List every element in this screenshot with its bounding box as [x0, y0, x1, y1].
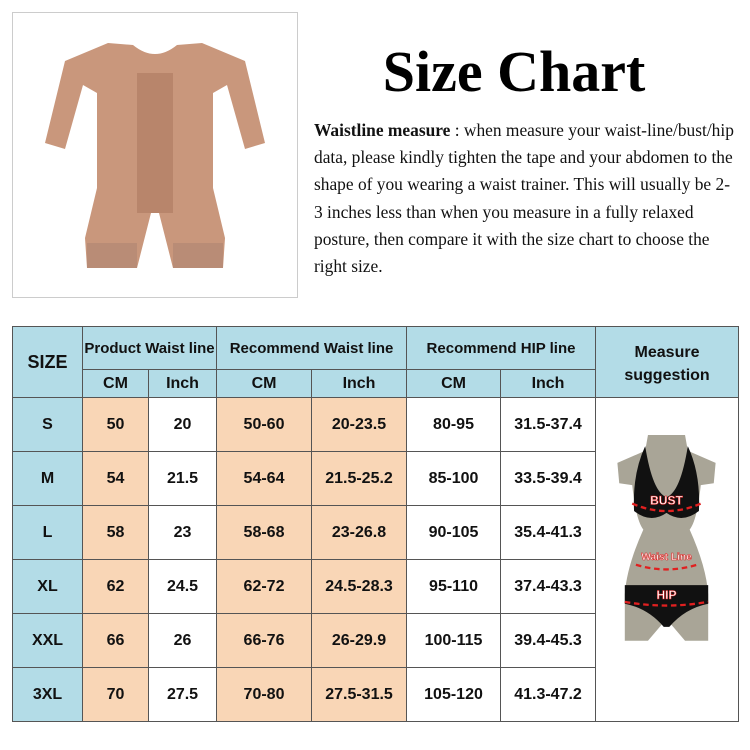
bodysuit-image	[45, 43, 265, 268]
unit-header: Inch	[147, 369, 218, 398]
value-cell: 105-120	[406, 667, 502, 722]
value-cell: 23	[147, 505, 218, 560]
value-cell: 85-100	[406, 451, 502, 506]
value-cell: 70-80	[216, 667, 313, 722]
value-cell: 100-115	[406, 613, 502, 668]
size-cell: S	[12, 397, 83, 452]
description-text: : when measure your waist-line/bust/hip …	[314, 120, 734, 277]
bust-label: BUST	[650, 494, 683, 508]
value-cell: 27.5-31.5	[311, 667, 408, 722]
value-cell: 20-23.5	[311, 397, 408, 452]
value-cell: 39.4-45.3	[500, 613, 597, 668]
measure-suggestion-header: Measure suggestion	[595, 326, 740, 398]
size-header: SIZE	[12, 326, 83, 398]
value-cell: 66	[82, 613, 149, 668]
size-cell: M	[12, 451, 83, 506]
size-cell: XXL	[12, 613, 83, 668]
value-cell: 80-95	[406, 397, 502, 452]
value-cell: 26	[147, 613, 218, 668]
value-cell: 66-76	[216, 613, 313, 668]
unit-header: CM	[82, 369, 149, 398]
recommend-waist-header: Recommend Waist line	[216, 326, 408, 370]
value-cell: 41.3-47.2	[500, 667, 597, 722]
measure-description: Waistline measure : when measure your wa…	[314, 117, 734, 280]
size-cell: XL	[12, 559, 83, 614]
value-cell: 90-105	[406, 505, 502, 560]
value-cell: 58-68	[216, 505, 313, 560]
table-row: 3XL 70 27.5 70-80 27.5-31.5 105-120 41.3-47.2	[12, 667, 739, 722]
size-cell: 3XL	[12, 667, 83, 722]
value-cell: 54-64	[216, 451, 313, 506]
table-row: XL 62 24.5 62-72 24.5-28.3 95-110 37.4-43.3	[12, 559, 739, 614]
value-cell: 62-72	[216, 559, 313, 614]
value-cell: 21.5-25.2	[311, 451, 408, 506]
size-table: SIZE Product Waist line Recommend Waist …	[12, 326, 740, 722]
value-cell: 24.5-28.3	[311, 559, 408, 614]
page-title: Size Chart	[382, 39, 646, 104]
measure-figure: BUST Waist Line HIP	[617, 435, 716, 641]
unit-header: Inch	[500, 369, 597, 398]
product-waist-header: Product Waist line	[81, 326, 218, 370]
value-cell: 37.4-43.3	[500, 559, 597, 614]
value-cell: 31.5-37.4	[500, 397, 597, 452]
value-cell: 26-29.9	[311, 613, 408, 668]
value-cell: 33.5-39.4	[500, 451, 597, 506]
table-row: XXL 66 26 66-76 26-29.9 100-115 39.4-45.3	[12, 613, 739, 668]
value-cell: 50	[82, 397, 149, 452]
value-cell: 27.5	[147, 667, 218, 722]
value-cell: 58	[82, 505, 149, 560]
value-cell: 62	[82, 559, 149, 614]
product-photo	[12, 12, 298, 298]
size-cell: L	[12, 505, 83, 560]
value-cell: 50-60	[216, 397, 313, 452]
recommend-hip-header: Recommend HIP line	[406, 326, 597, 370]
value-cell: 35.4-41.3	[500, 505, 597, 560]
hip-label: HIP	[656, 588, 676, 602]
value-cell: 23-26.8	[311, 505, 408, 560]
waist-label: Waist Line	[641, 552, 692, 563]
value-cell: 24.5	[147, 559, 218, 614]
unit-header: CM	[216, 369, 313, 398]
table-row: M 54 21.5 54-64 21.5-25.2 85-100 33.5-39.4	[12, 451, 739, 506]
value-cell: 54	[82, 451, 149, 506]
description-label: Waistline measure	[314, 120, 451, 140]
value-cell: 70	[82, 667, 149, 722]
value-cell: 95-110	[406, 559, 502, 614]
value-cell: 20	[147, 397, 218, 452]
value-cell: 21.5	[147, 451, 218, 506]
unit-header: Inch	[311, 369, 408, 398]
unit-header: CM	[406, 369, 502, 398]
